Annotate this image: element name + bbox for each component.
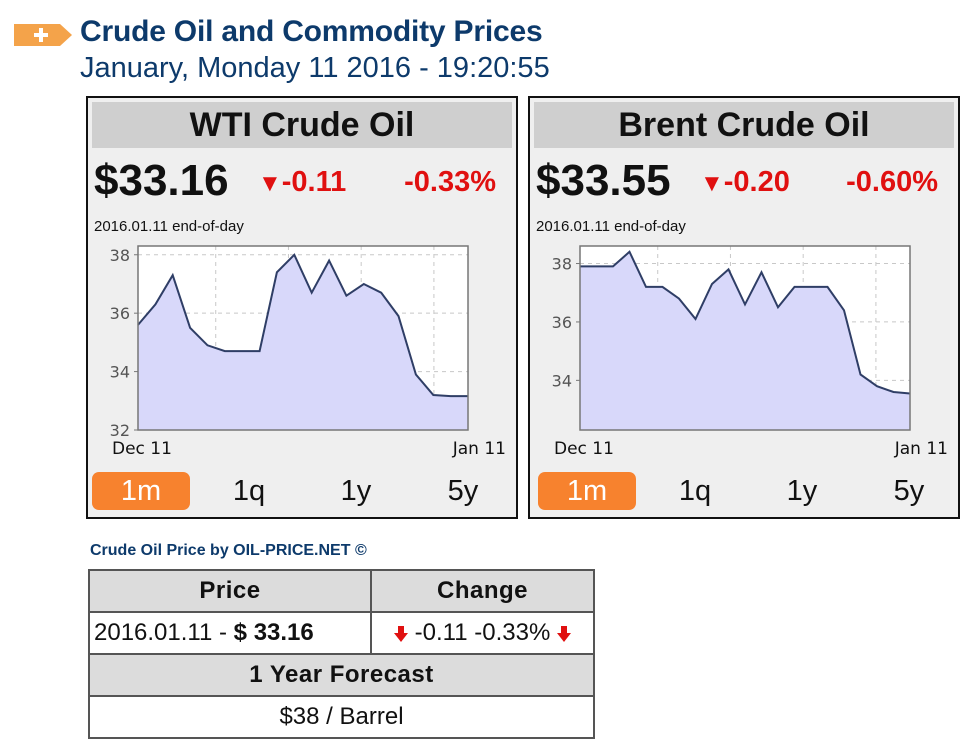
x-tick-start: Dec 11 — [112, 439, 172, 459]
widget-as-of: 2016.01.11 end-of-day — [536, 218, 686, 235]
svg-text:38: 38 — [552, 255, 572, 274]
tab-1m[interactable]: 1m — [92, 472, 190, 510]
tab-5y[interactable]: 5y — [893, 475, 925, 507]
svg-text:32: 32 — [110, 421, 130, 440]
triangle-down-icon: ▼ — [700, 170, 724, 197]
x-tick-end: Jan 11 — [452, 439, 506, 459]
widget-change: ▼-0.20 — [700, 164, 790, 202]
x-tick-end: Jan 11 — [894, 439, 948, 459]
forecast-header: 1 Year Forecast — [88, 653, 595, 697]
triangle-down-icon: ▼ — [258, 170, 282, 197]
tab-1y[interactable]: 1y — [786, 475, 818, 507]
price-table: Price Change 2016.01.11 - $ 33.16 -0.11 … — [88, 569, 595, 739]
svg-text:38: 38 — [110, 246, 130, 265]
page-datetime: January, Monday 11 2016 - 19:20:55 — [80, 52, 550, 84]
widget-price: $33.55 — [536, 156, 671, 205]
orange-plus-arrow-icon[interactable] — [14, 24, 72, 46]
change-value: -0.20 — [723, 166, 790, 198]
svg-text:34: 34 — [110, 363, 130, 382]
tab-1q[interactable]: 1q — [232, 475, 266, 507]
tab-1y[interactable]: 1y — [340, 475, 372, 507]
svg-text:36: 36 — [552, 313, 572, 332]
change-cell: -0.11 -0.33% — [370, 611, 595, 655]
wti-widget: WTI Crude Oil $33.16 ▼-0.11 -0.33% 2016.… — [86, 96, 518, 519]
change-header: Change — [370, 569, 595, 613]
widget-change-pct: -0.33% — [404, 166, 496, 198]
price-value: $ 33.16 — [233, 619, 314, 646]
price-header: Price — [88, 569, 372, 613]
brent-price-chart: 34 36 38 Dec 11 Jan 11 — [552, 245, 948, 459]
wti-price-chart: 32 34 36 38 Dec 11 Jan 11 — [110, 245, 506, 459]
price-cell: 2016.01.11 - $ 33.16 — [88, 611, 372, 655]
tab-1q[interactable]: 1q — [678, 475, 712, 507]
change-value: -0.11 -0.33% — [414, 619, 551, 646]
arrow-down-icon — [394, 625, 408, 642]
widget-price: $33.16 — [94, 156, 229, 205]
wti-range-tabs: 1m 1q 1y 5y — [92, 472, 512, 512]
widget-change-pct: -0.60% — [846, 166, 938, 198]
widget-as-of: 2016.01.11 end-of-day — [94, 218, 244, 235]
tab-1m[interactable]: 1m — [538, 472, 636, 510]
brent-range-tabs: 1m 1q 1y 5y — [534, 472, 954, 512]
widget-title: Brent Crude Oil — [534, 102, 954, 148]
credit-link[interactable]: Crude Oil Price by OIL-PRICE.NET © — [90, 542, 367, 559]
brent-widget: Brent Crude Oil $33.55 ▼-0.20 -0.60% 201… — [528, 96, 960, 519]
x-tick-start: Dec 11 — [554, 439, 614, 459]
svg-text:34: 34 — [552, 371, 572, 390]
arrow-down-icon — [556, 625, 571, 642]
tab-5y[interactable]: 5y — [447, 475, 479, 507]
change-value: -0.11 — [281, 166, 347, 198]
page-title: Crude Oil and Commodity Prices — [80, 15, 543, 48]
price-date: 2016.01.11 - — [94, 619, 234, 646]
widget-change: ▼-0.11 — [258, 164, 346, 202]
svg-text:36: 36 — [110, 304, 130, 323]
widget-title: WTI Crude Oil — [92, 102, 512, 148]
forecast-value: $38 / Barrel — [88, 695, 595, 739]
